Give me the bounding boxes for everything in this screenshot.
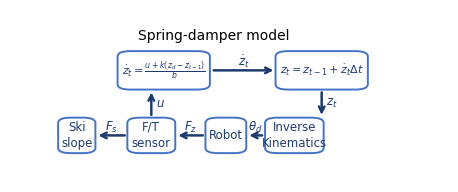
Text: Ski
slope: Ski slope xyxy=(61,121,93,150)
Text: $\theta_d$: $\theta_d$ xyxy=(248,120,263,135)
FancyBboxPatch shape xyxy=(206,118,246,153)
Text: Inverse
Kinematics: Inverse Kinematics xyxy=(262,121,327,150)
FancyBboxPatch shape xyxy=(118,51,210,89)
Text: $z_t = z_{t-1} + \dot{z}_t\Delta t$: $z_t = z_{t-1} + \dot{z}_t\Delta t$ xyxy=(280,63,364,78)
FancyBboxPatch shape xyxy=(265,118,324,153)
Text: $z_t$: $z_t$ xyxy=(326,97,338,110)
FancyBboxPatch shape xyxy=(276,51,368,89)
Text: $\dot{z}_t = \frac{u+k(z_d-z_{t-1})}{b}$: $\dot{z}_t = \frac{u+k(z_d-z_{t-1})}{b}$ xyxy=(122,59,206,82)
Text: F/T
sensor: F/T sensor xyxy=(132,121,171,150)
Text: $u$: $u$ xyxy=(157,97,165,110)
Text: Robot: Robot xyxy=(209,129,243,142)
FancyBboxPatch shape xyxy=(127,118,175,153)
Text: Spring-damper model: Spring-damper model xyxy=(138,29,289,43)
Text: $F_z$: $F_z$ xyxy=(184,120,197,135)
FancyBboxPatch shape xyxy=(58,118,95,153)
Text: $\dot{z}_t$: $\dot{z}_t$ xyxy=(238,54,250,70)
Text: $F_s$: $F_s$ xyxy=(105,120,118,135)
